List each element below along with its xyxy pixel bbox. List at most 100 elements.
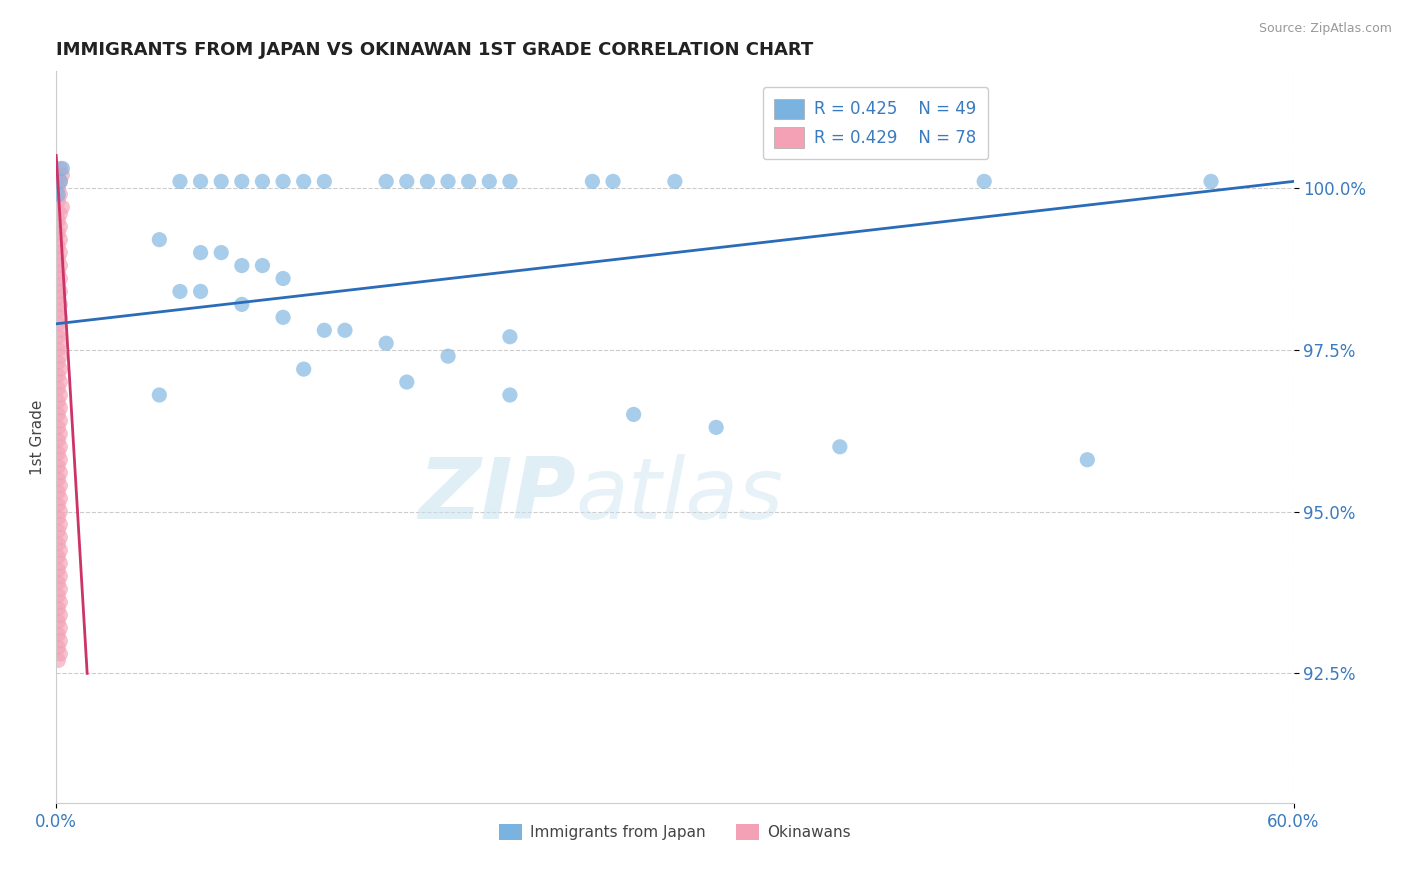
Point	[46, 277, 69, 292]
Point	[46, 627, 69, 641]
Point	[46, 640, 69, 655]
Point	[49, 517, 72, 532]
Point	[46, 589, 69, 603]
Point	[704, 420, 727, 434]
Point	[49, 401, 72, 415]
Point	[499, 388, 522, 402]
Point	[271, 310, 294, 325]
Point	[46, 356, 69, 370]
Point	[623, 408, 645, 422]
Point	[46, 498, 69, 512]
Point	[46, 394, 69, 409]
Point	[416, 174, 439, 188]
Point	[46, 446, 69, 460]
Point	[46, 511, 69, 525]
Y-axis label: 1st Grade: 1st Grade	[30, 400, 45, 475]
Point	[49, 207, 72, 221]
Point	[49, 161, 72, 176]
Point	[190, 285, 212, 299]
Point	[190, 245, 212, 260]
Point	[49, 569, 72, 583]
Point	[209, 245, 232, 260]
Point	[148, 233, 170, 247]
Point	[375, 336, 398, 351]
Point	[46, 368, 69, 383]
Point	[1199, 174, 1222, 188]
Point	[49, 595, 72, 609]
Point	[46, 330, 69, 344]
Point	[271, 271, 294, 285]
Point	[292, 174, 315, 188]
Point	[49, 543, 72, 558]
Point	[252, 174, 274, 188]
Point	[49, 388, 72, 402]
Point	[46, 317, 69, 331]
Point	[51, 161, 73, 176]
Point	[314, 323, 336, 337]
Point	[46, 213, 69, 227]
Point	[292, 362, 315, 376]
Point	[49, 336, 72, 351]
Point	[49, 452, 72, 467]
Point	[581, 174, 603, 188]
Point	[49, 504, 72, 518]
Point	[49, 233, 72, 247]
Point	[49, 608, 72, 623]
Point	[46, 408, 69, 422]
Point	[46, 181, 69, 195]
Point	[828, 440, 851, 454]
Point	[46, 252, 69, 266]
Text: ZIP: ZIP	[418, 454, 576, 537]
Text: atlas: atlas	[576, 454, 785, 537]
Point	[46, 524, 69, 538]
Point	[49, 187, 72, 202]
Point	[46, 343, 69, 357]
Point	[49, 259, 72, 273]
Point	[49, 285, 72, 299]
Point	[375, 174, 398, 188]
Point	[46, 485, 69, 500]
Point	[46, 601, 69, 615]
Point	[46, 303, 69, 318]
Point	[46, 194, 69, 208]
Point	[46, 420, 69, 434]
Point	[49, 634, 72, 648]
Point	[49, 414, 72, 428]
Point	[49, 466, 72, 480]
Point	[231, 259, 253, 273]
Point	[49, 440, 72, 454]
Point	[49, 582, 72, 597]
Point	[49, 174, 72, 188]
Point	[169, 285, 191, 299]
Point	[478, 174, 501, 188]
Point	[46, 187, 69, 202]
Point	[49, 557, 72, 571]
Point	[46, 472, 69, 486]
Point	[49, 362, 72, 376]
Point	[49, 310, 72, 325]
Point	[49, 478, 72, 492]
Point	[46, 382, 69, 396]
Point	[395, 174, 418, 188]
Point	[333, 323, 356, 337]
Point	[602, 174, 624, 188]
Point	[457, 174, 479, 188]
Point	[49, 491, 72, 506]
Point	[46, 575, 69, 590]
Legend: Immigrants from Japan, Okinawans: Immigrants from Japan, Okinawans	[494, 818, 856, 847]
Point	[190, 174, 212, 188]
Point	[46, 549, 69, 564]
Point	[49, 219, 72, 234]
Point	[51, 168, 73, 182]
Point	[46, 226, 69, 240]
Point	[314, 174, 336, 188]
Point	[46, 459, 69, 474]
Point	[437, 174, 460, 188]
Point	[271, 174, 294, 188]
Point	[231, 174, 253, 188]
Point	[1076, 452, 1098, 467]
Point	[169, 174, 191, 188]
Point	[46, 615, 69, 629]
Point	[252, 259, 274, 273]
Point	[49, 245, 72, 260]
